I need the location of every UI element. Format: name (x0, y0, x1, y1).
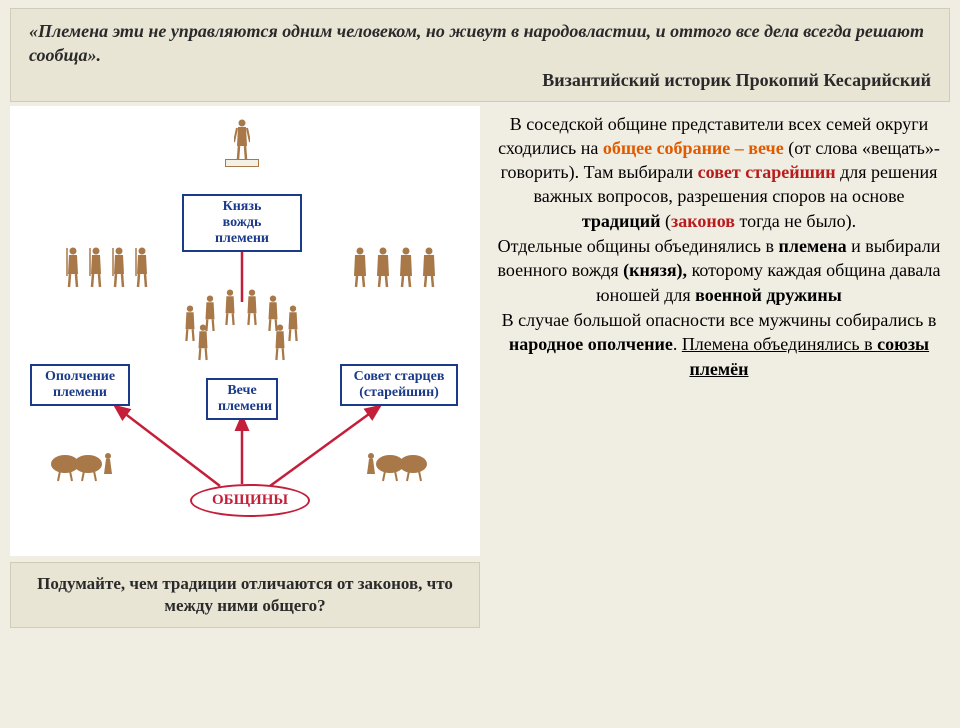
militia-figure (111, 246, 127, 288)
veche-figure (286, 304, 300, 342)
quote-box: «Племена эти не управляются одним челове… (10, 8, 950, 102)
elders-figure (375, 246, 391, 288)
quote-text: «Племена эти не управляются одним челове… (29, 19, 931, 68)
node-elders: Совет старцев (старейшин) (340, 364, 458, 406)
elders-figure (352, 246, 368, 288)
militia-figure (134, 246, 150, 288)
node-veche-label: Вече племени (218, 383, 272, 414)
elders-figure (421, 246, 437, 288)
body-text: В соседской общине представители всех се… (488, 106, 950, 628)
node-prince-label: Князь вождь племени (215, 199, 269, 246)
node-root: ОБЩИНЫ (190, 484, 310, 517)
ox-plow-figure (360, 446, 440, 482)
paragraph-2: Отдельные общины объединялись в племена … (492, 234, 946, 307)
node-prince: Князь вождь племени (182, 194, 302, 252)
veche-figure (223, 288, 237, 326)
militia-figure (65, 246, 81, 288)
think-text: Подумайте, чем традиции отличаются от за… (25, 573, 465, 617)
militia-figure (88, 246, 104, 288)
node-veche: Вече племени (206, 378, 278, 420)
think-box: Подумайте, чем традиции отличаются от за… (10, 562, 480, 628)
diagram-column: Князь вождь племени Ополчение племени Ве… (10, 106, 480, 628)
hierarchy-diagram: Князь вождь племени Ополчение племени Ве… (10, 106, 480, 556)
node-root-label: ОБЩИНЫ (212, 492, 288, 508)
quote-attribution: Византийский историк Прокопий Кесарийски… (29, 70, 931, 91)
ox-plow-figure (40, 446, 120, 482)
veche-figure (196, 323, 210, 361)
veche-figure (245, 288, 259, 326)
node-militia-label: Ополчение племени (45, 369, 115, 400)
paragraph-3: В случае большой опасности все мужчины с… (492, 308, 946, 381)
main-content: Князь вождь племени Ополчение племени Ве… (0, 106, 960, 628)
node-militia: Ополчение племени (30, 364, 130, 406)
veche-figure (273, 323, 287, 361)
node-elders-label: Совет старцев (старейшин) (354, 369, 445, 400)
elders-figure (398, 246, 414, 288)
paragraph-1: В соседской общине представители всех се… (492, 112, 946, 233)
prince-platform (225, 159, 259, 167)
prince-figure (234, 118, 250, 160)
